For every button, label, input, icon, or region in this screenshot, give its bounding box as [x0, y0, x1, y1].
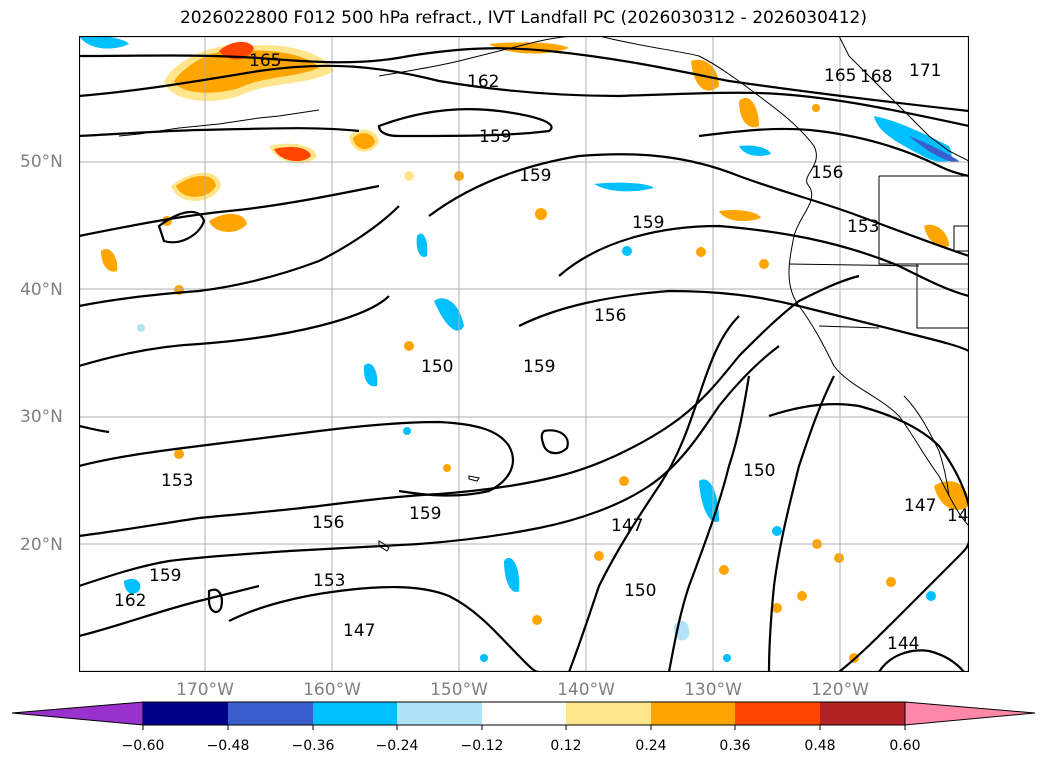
colorbar-segment: [651, 702, 735, 725]
colorbar-tick-label: −0.48: [207, 738, 250, 754]
lon-label-140w: 140°W: [557, 680, 615, 700]
lat-label-20n: 20°N: [20, 535, 63, 555]
colorbar-tick-label: 0.24: [635, 738, 666, 754]
contour-label: 159: [149, 566, 181, 586]
lat-label-50n: 50°N: [20, 152, 63, 172]
colorbar-segment: [397, 702, 482, 725]
colorbar-tick-label: 0.36: [719, 738, 750, 754]
contour-label: 150: [624, 581, 656, 601]
colorbar-segment: [820, 702, 905, 725]
contour-label: 159: [519, 166, 551, 186]
contour-label: 147: [611, 516, 643, 536]
contour-label: 168: [860, 67, 892, 87]
contour-label: 159: [523, 357, 555, 377]
contour-label: 156: [594, 306, 626, 326]
contour-label: 156: [312, 513, 344, 533]
lon-label-130w: 130°W: [684, 680, 742, 700]
colorbar-tick-label: −0.24: [376, 738, 419, 754]
colorbar-tick-label: −0.36: [292, 738, 335, 754]
colorbar-segment: [482, 702, 566, 725]
contour-label: 159: [479, 127, 511, 147]
contour-label: 150: [421, 357, 453, 377]
contour-label: 156: [811, 163, 843, 183]
colorbar-segment: [228, 702, 313, 725]
contour-label: 159: [409, 504, 441, 524]
lon-label-120w: 120°W: [811, 680, 869, 700]
colorbar-tick-label: 0.48: [804, 738, 835, 754]
lon-label-160w: 160°W: [303, 680, 361, 700]
colorbar: [0, 700, 1047, 730]
contour-label: 162: [114, 591, 146, 611]
map-panel: 165 162 159 159 168 171 165 156 159 153 …: [79, 36, 969, 672]
contour-label: 153: [313, 571, 345, 591]
lat-label-30n: 30°N: [20, 407, 63, 427]
colorbar-tick-label: 0.60: [889, 738, 920, 754]
contour-label: 150: [743, 461, 775, 481]
lon-label-150w: 150°W: [430, 680, 488, 700]
contour-label: 165: [824, 66, 856, 86]
contour-label: 153: [847, 217, 879, 237]
lon-label-170w: 170°W: [176, 680, 234, 700]
colorbar-segment: [313, 702, 397, 725]
contour-label: 147: [904, 496, 936, 516]
colorbar-tick-label: −0.12: [461, 738, 504, 754]
colorbar-segment: [735, 702, 820, 725]
contour-label: 153: [161, 471, 193, 491]
colorbar-segment: [566, 702, 651, 725]
contour-label: 159: [632, 213, 664, 233]
contour-label: 147: [343, 621, 375, 641]
colorbar-segment: [143, 702, 228, 725]
map-title: 2026022800 F012 500 hPa refract., IVT La…: [0, 8, 1047, 28]
colorbar-tick-label: −0.60: [122, 738, 165, 754]
colorbar-arrow-low: [12, 702, 143, 725]
contour-label: 147: [947, 506, 969, 526]
contour-label: 144: [887, 634, 919, 654]
contour-label: 171: [909, 61, 941, 81]
colorbar-tick-label: 0.12: [550, 738, 581, 754]
contour-label: 162: [467, 72, 499, 92]
contour-label: 165: [249, 51, 281, 71]
colorbar-arrow-high: [905, 702, 1035, 725]
lat-label-40n: 40°N: [20, 280, 63, 300]
